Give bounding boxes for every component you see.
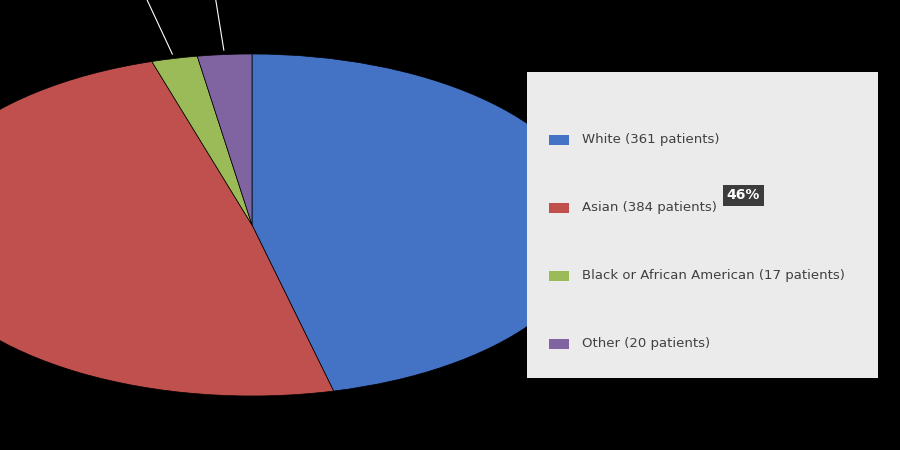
Text: 46%: 46% — [726, 188, 760, 202]
Wedge shape — [0, 62, 334, 396]
Text: Other (20 patients): Other (20 patients) — [582, 338, 710, 351]
Text: Asian (384 patients): Asian (384 patients) — [582, 202, 717, 215]
Bar — [526, 72, 878, 378]
Wedge shape — [197, 54, 252, 225]
Bar — [549, 339, 569, 349]
Text: White (361 patients): White (361 patients) — [582, 134, 720, 147]
Wedge shape — [252, 54, 594, 391]
Text: Black or African American (17 patients): Black or African American (17 patients) — [582, 270, 845, 283]
Bar — [549, 203, 569, 213]
Bar — [549, 271, 569, 281]
Bar — [549, 135, 569, 145]
Wedge shape — [152, 56, 252, 225]
